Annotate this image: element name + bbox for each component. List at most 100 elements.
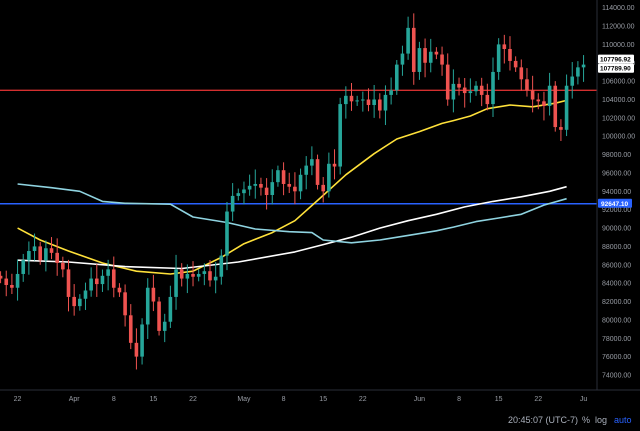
candle-body[interactable] <box>559 127 563 130</box>
candle-body[interactable] <box>400 53 405 65</box>
candle-body[interactable] <box>259 183 263 188</box>
candle-body[interactable] <box>406 27 410 54</box>
candle-body[interactable] <box>95 278 99 285</box>
candle-body[interactable] <box>372 99 376 106</box>
candle-body[interactable] <box>508 48 512 61</box>
candle-body[interactable] <box>21 260 26 274</box>
candle-body[interactable] <box>485 94 490 105</box>
log-scale-toggle[interactable]: log <box>595 415 607 425</box>
candle-body[interactable] <box>361 99 365 101</box>
candle-body[interactable] <box>185 273 190 279</box>
candle-body[interactable] <box>230 195 235 212</box>
candle-body[interactable] <box>264 187 269 195</box>
candle-body[interactable] <box>389 90 393 95</box>
candle-body[interactable] <box>236 193 241 196</box>
candle-body[interactable] <box>145 287 150 325</box>
candle-body[interactable] <box>293 186 297 192</box>
candle-body[interactable] <box>570 76 575 86</box>
candle-body[interactable] <box>530 90 535 100</box>
candle-body[interactable] <box>513 60 518 68</box>
candle-body[interactable] <box>327 163 331 192</box>
candle-body[interactable] <box>78 298 82 307</box>
candle-body[interactable] <box>191 273 195 277</box>
candle-body[interactable] <box>106 269 110 276</box>
candle-body[interactable] <box>61 262 65 270</box>
candle-body[interactable] <box>140 324 144 357</box>
candle-body[interactable] <box>564 85 569 130</box>
candle-body[interactable] <box>179 269 184 279</box>
candle-body[interactable] <box>157 301 161 331</box>
candle-body[interactable] <box>219 255 224 277</box>
candle-body[interactable] <box>366 99 371 106</box>
candle-body[interactable] <box>4 278 9 285</box>
candle-body[interactable] <box>44 248 48 261</box>
candle-body[interactable] <box>0 275 3 279</box>
candle-body[interactable] <box>15 273 20 288</box>
candle-body[interactable] <box>519 67 524 80</box>
candle-body[interactable] <box>83 290 88 299</box>
candle-body[interactable] <box>151 287 156 302</box>
candle-body[interactable] <box>468 91 473 94</box>
candle-body[interactable] <box>72 296 76 307</box>
candle-body[interactable] <box>123 292 127 316</box>
candle-body[interactable] <box>576 67 580 77</box>
candle-body[interactable] <box>502 44 507 49</box>
candle-body[interactable] <box>411 27 416 72</box>
candle-body[interactable] <box>423 48 427 63</box>
candle-body[interactable] <box>321 184 325 192</box>
candle-body[interactable] <box>287 183 292 187</box>
candle-body[interactable] <box>276 170 280 183</box>
candle-body[interactable] <box>496 44 501 72</box>
candle-body[interactable] <box>242 189 246 194</box>
candle-body[interactable] <box>428 51 433 63</box>
candle-body[interactable] <box>338 104 342 167</box>
candle-body[interactable] <box>208 271 212 281</box>
candle-body[interactable] <box>174 269 178 297</box>
candle-body[interactable] <box>383 94 388 111</box>
candle-body[interactable] <box>66 269 71 297</box>
candle-body[interactable] <box>225 211 229 256</box>
candle-body[interactable] <box>451 83 456 100</box>
candle-body[interactable] <box>434 51 439 55</box>
moving-average-line[interactable] <box>17 99 567 275</box>
candle-body[interactable] <box>553 85 558 128</box>
candle-body[interactable] <box>55 252 59 263</box>
candle-body[interactable] <box>38 246 42 261</box>
candle-body[interactable] <box>536 99 541 102</box>
candle-body[interactable] <box>298 174 303 192</box>
candle-body[interactable] <box>525 79 529 91</box>
percent-scale-toggle[interactable]: % <box>582 415 590 425</box>
plot-area[interactable] <box>0 13 597 370</box>
candle-body[interactable] <box>349 95 354 102</box>
candle-body[interactable] <box>542 101 546 106</box>
candle-body[interactable] <box>445 64 450 100</box>
candle-body[interactable] <box>355 100 359 102</box>
candle-body[interactable] <box>196 273 201 277</box>
candle-body[interactable] <box>111 269 116 288</box>
candle-body[interactable] <box>304 165 309 175</box>
candle-body[interactable] <box>100 275 105 285</box>
auto-scale-toggle[interactable]: auto <box>614 415 632 425</box>
candle-body[interactable] <box>394 64 399 91</box>
candle-body[interactable] <box>332 163 337 167</box>
candle-body[interactable] <box>474 85 478 92</box>
candle-body[interactable] <box>479 85 484 95</box>
time-scale[interactable]: 22 Apr 8 15 22 May 8 15 22 Jun 8 15 22 Ju <box>14 396 588 403</box>
candle-body[interactable] <box>462 87 467 94</box>
candle-body[interactable] <box>581 64 586 68</box>
candle-body[interactable] <box>117 287 122 293</box>
candle-body[interactable] <box>128 315 133 343</box>
candle-body[interactable] <box>89 278 93 291</box>
candle-body[interactable] <box>253 183 258 186</box>
candle-body[interactable] <box>162 321 167 331</box>
candle-body[interactable] <box>270 182 275 195</box>
candle-body[interactable] <box>547 85 552 106</box>
candle-body[interactable] <box>440 54 444 65</box>
candle-body[interactable] <box>27 251 31 261</box>
candle-body[interactable] <box>491 71 495 105</box>
candle-body[interactable] <box>315 159 320 185</box>
candle-body[interactable] <box>202 271 207 274</box>
candle-body[interactable] <box>344 95 348 105</box>
candle-body[interactable] <box>168 296 173 322</box>
